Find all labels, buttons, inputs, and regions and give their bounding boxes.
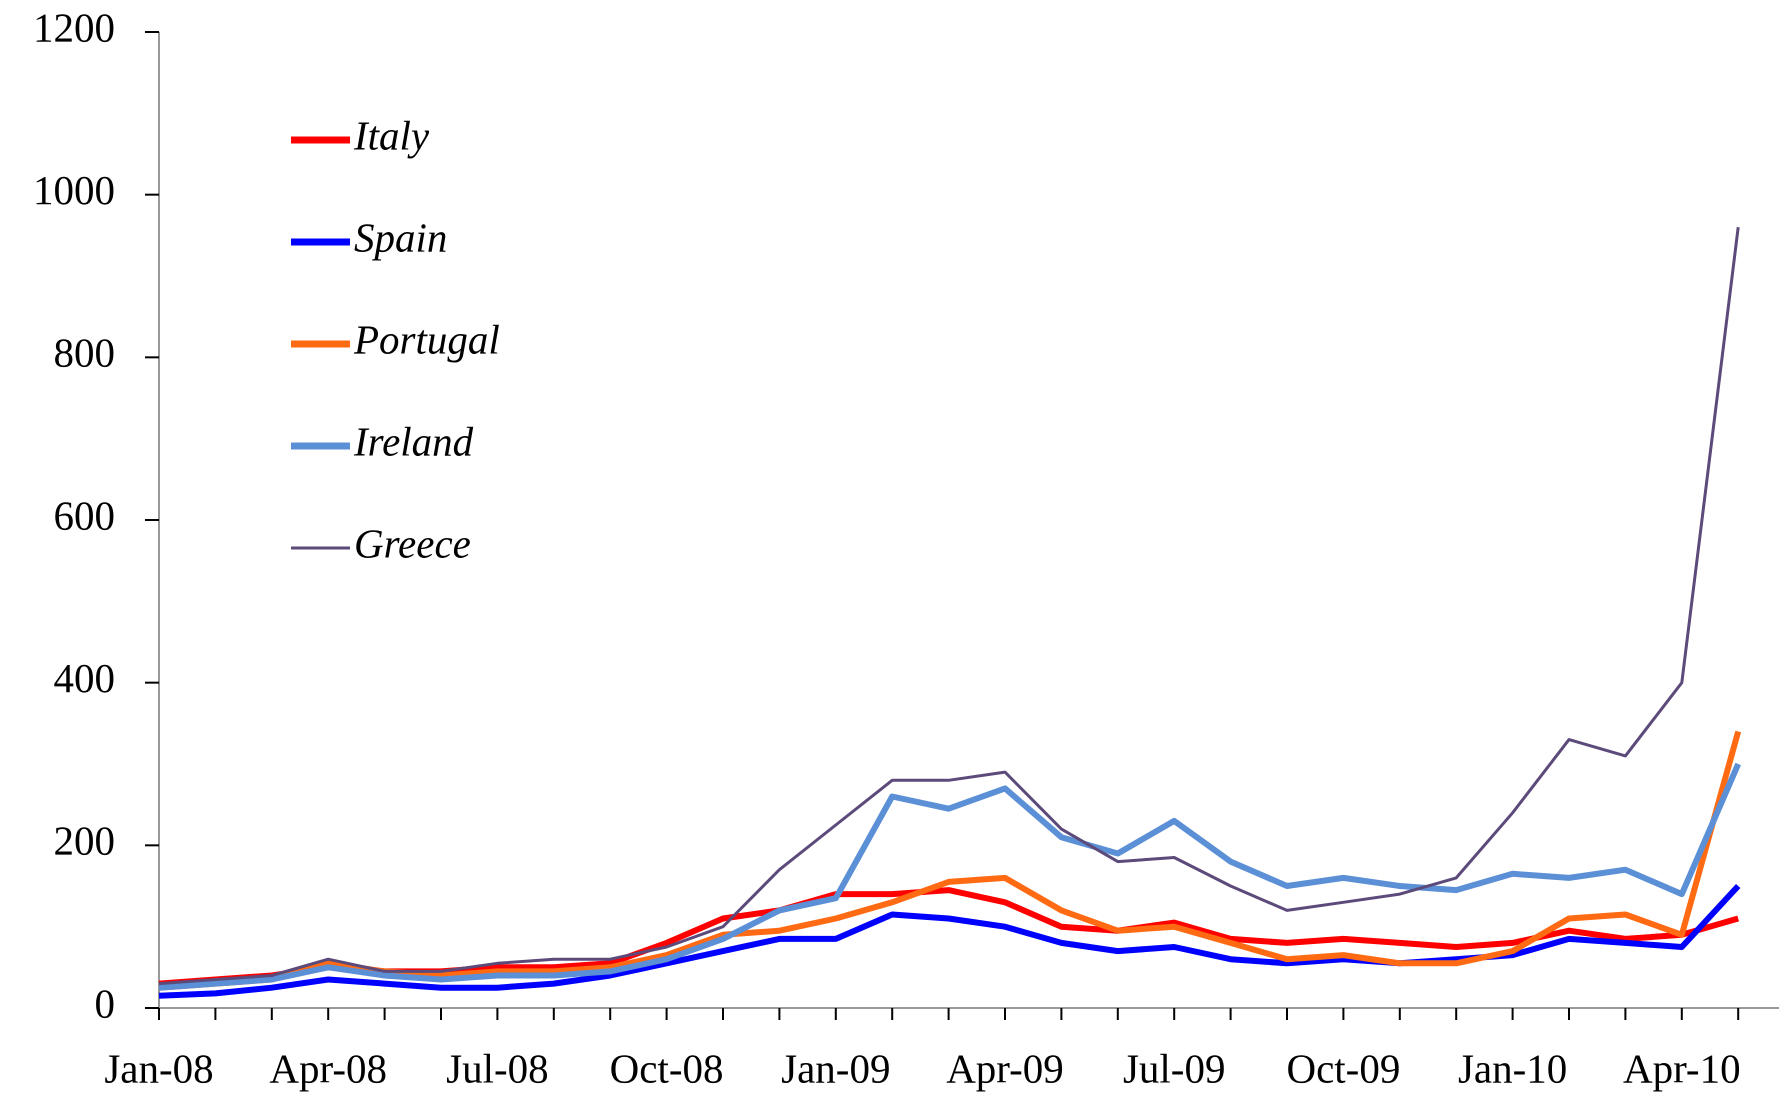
y-tick-label: 800 — [54, 330, 116, 376]
y-tick-label: 0 — [95, 980, 116, 1026]
legend-label: Portugal — [353, 316, 500, 362]
x-tick-label: Jul-08 — [446, 1045, 549, 1091]
legend-label: Ireland — [353, 418, 474, 464]
x-tick-label: Jul-09 — [1123, 1045, 1226, 1091]
x-tick-label: Jan-08 — [104, 1045, 213, 1091]
x-tick-label: Oct-09 — [1286, 1045, 1400, 1091]
x-tick-label: Apr-08 — [269, 1045, 387, 1091]
y-tick-label: 400 — [54, 655, 116, 701]
x-tick-label: Jan-09 — [781, 1045, 890, 1091]
x-tick-label: Oct-08 — [610, 1045, 724, 1091]
series-line — [158, 762, 1741, 991]
x-tick-label: Apr-10 — [1623, 1045, 1741, 1091]
legend-label: Italy — [353, 112, 430, 158]
legend-label: Spain — [354, 214, 447, 260]
series-line — [158, 730, 1742, 991]
series-line — [158, 227, 1740, 986]
x-tick-label: Apr-09 — [946, 1045, 1064, 1091]
y-tick-label: 1000 — [33, 167, 115, 213]
legend-label: Greece — [354, 520, 471, 566]
y-tick-label: 200 — [54, 818, 116, 864]
y-tick-label: 600 — [54, 492, 116, 538]
y-tick-label: 1200 — [33, 4, 115, 50]
x-tick-label: Jan-10 — [1458, 1045, 1567, 1091]
